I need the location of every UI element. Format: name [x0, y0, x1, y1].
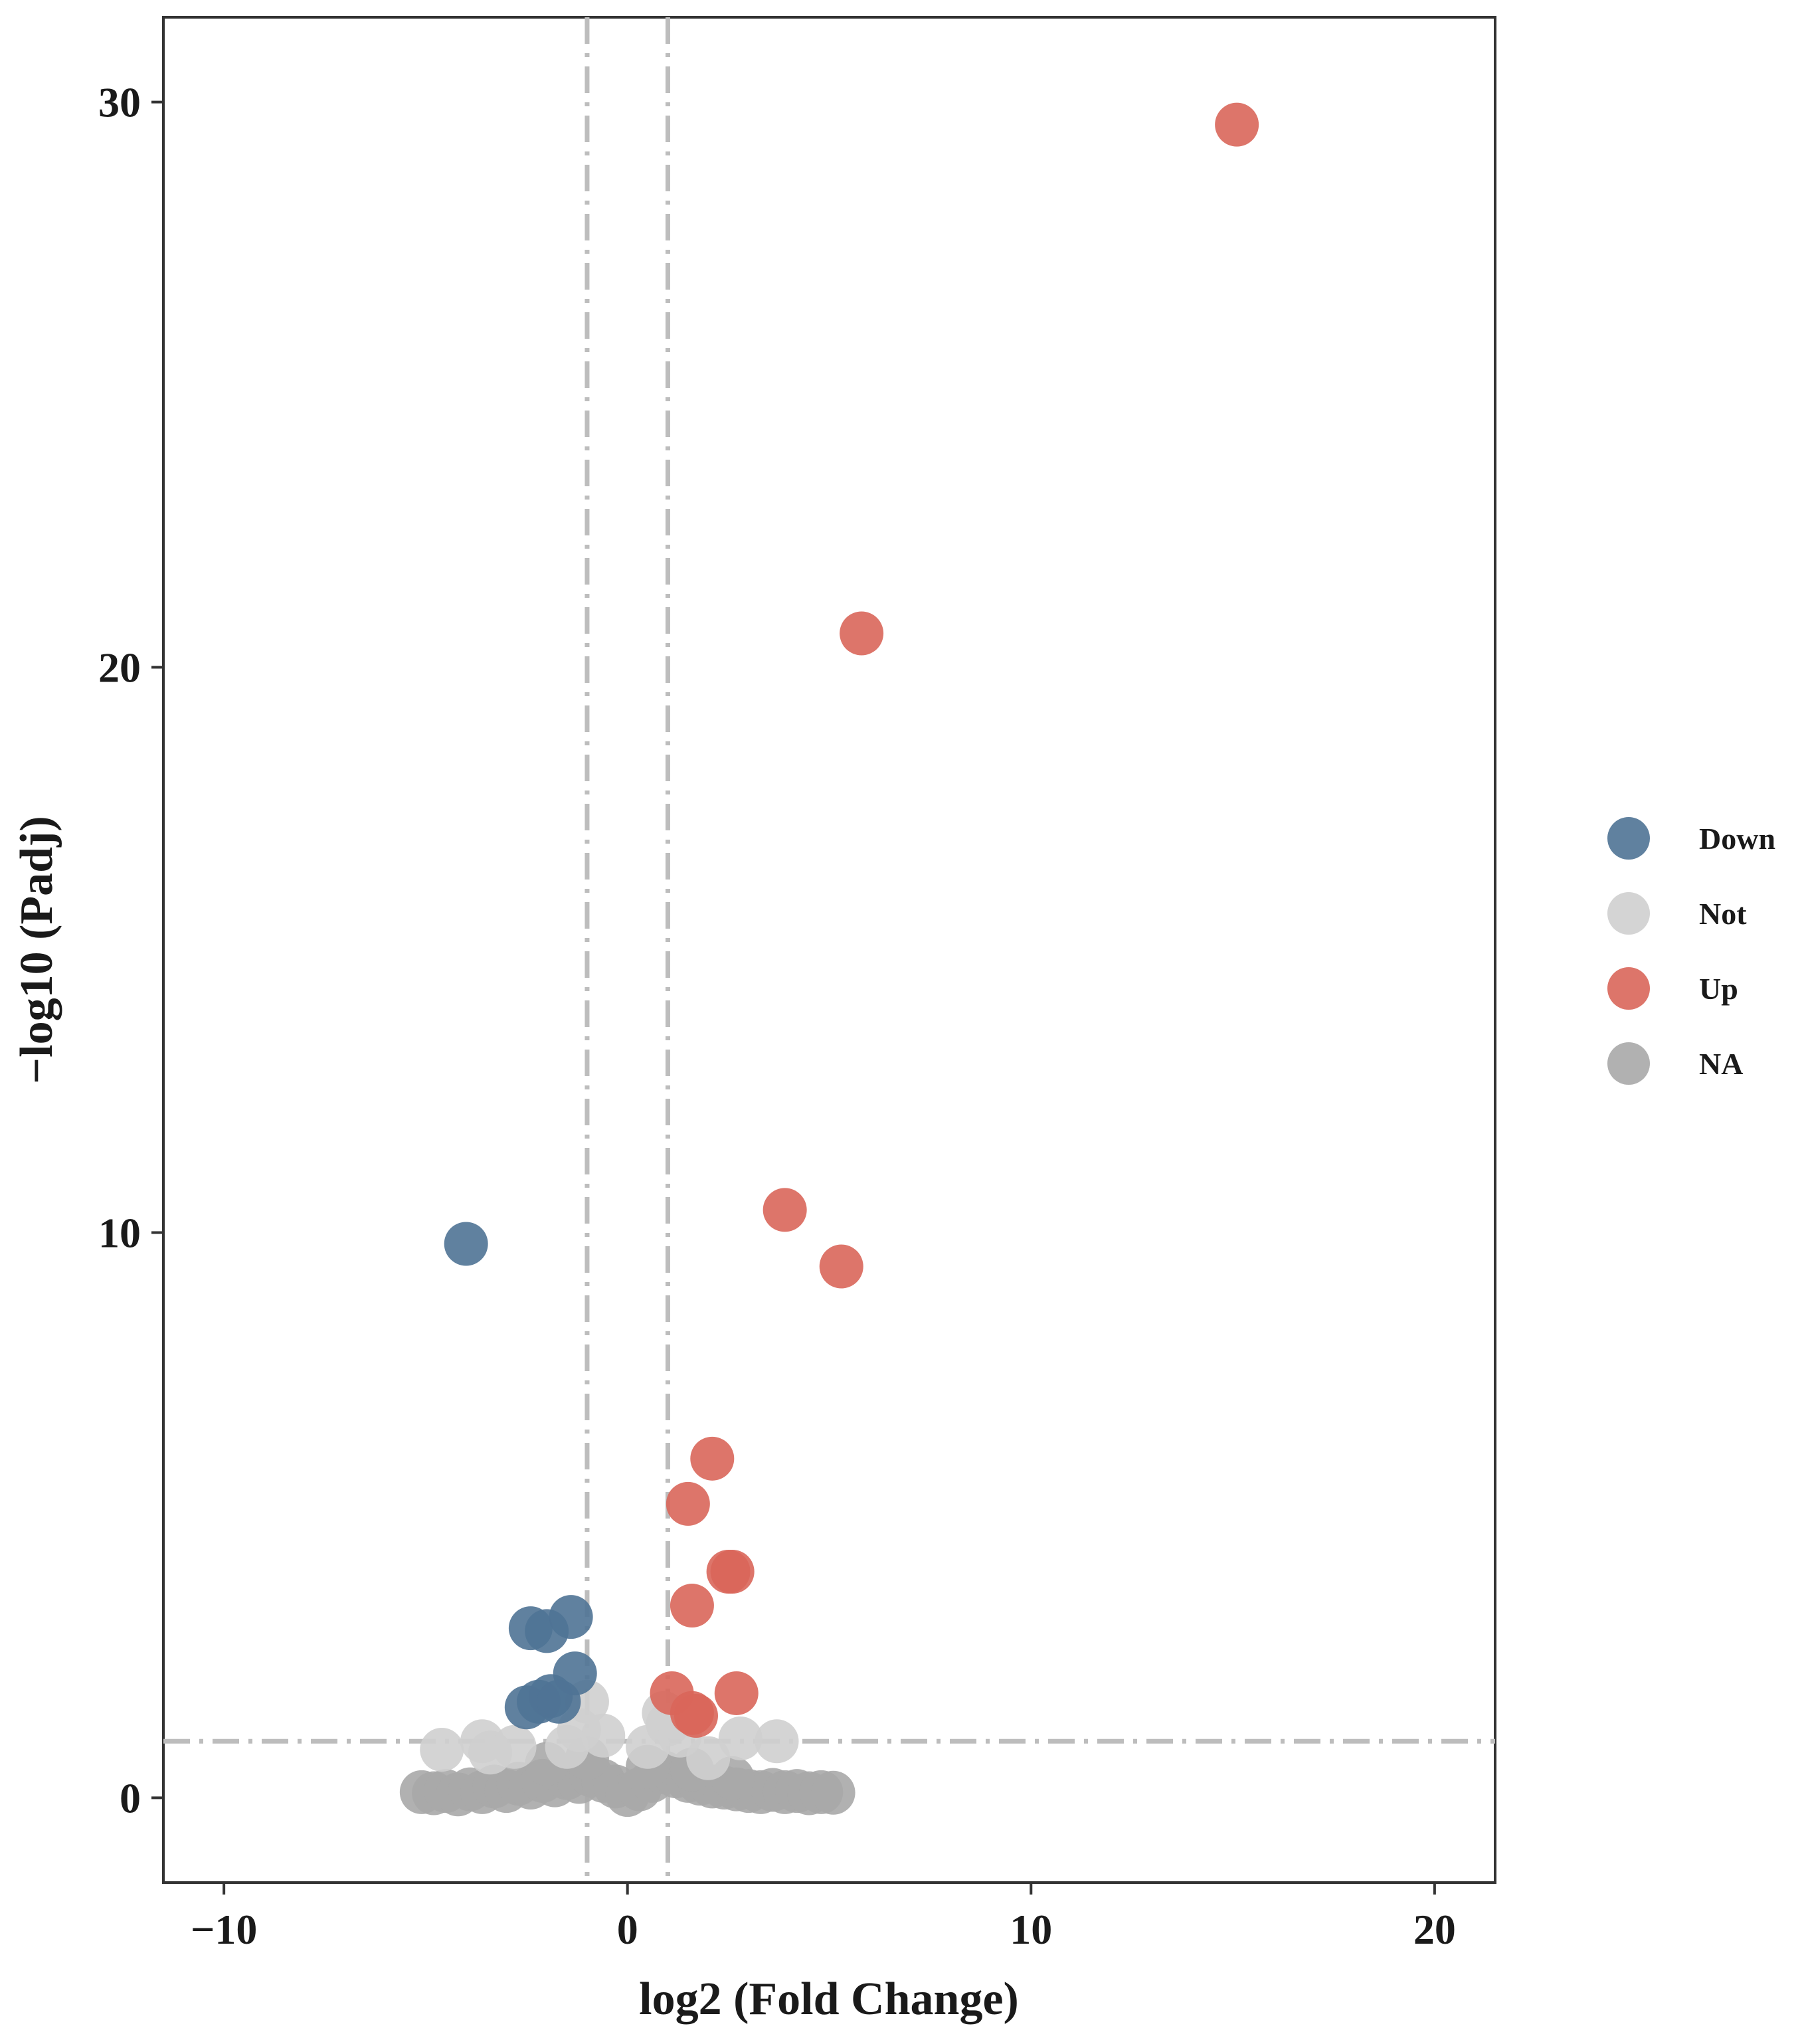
point-not	[420, 1728, 464, 1772]
point-not	[545, 1724, 589, 1769]
x-tick-label: 0	[617, 1906, 638, 1953]
legend-label-na: NA	[1699, 1047, 1743, 1081]
legend-label-up: Up	[1699, 972, 1738, 1006]
x-tick-label: 20	[1413, 1906, 1456, 1953]
point-up	[1215, 102, 1259, 147]
legend-label-down: Down	[1699, 822, 1775, 856]
y-tick-label: 30	[98, 79, 141, 126]
x-axis-title: log2 (Fold Change)	[639, 1974, 1019, 2025]
point-down	[537, 1679, 581, 1724]
point-up	[710, 1550, 755, 1594]
y-tick-label: 20	[98, 644, 141, 692]
point-not	[686, 1736, 731, 1780]
legend-label-not: Not	[1699, 897, 1747, 931]
x-tick-label: −10	[191, 1906, 257, 1953]
point-up	[819, 1244, 863, 1289]
y-tick-label: 10	[98, 1209, 141, 1256]
y-axis: 0 10 20 30	[98, 79, 163, 1821]
point-up	[690, 1436, 735, 1481]
point-not	[581, 1713, 626, 1758]
point-up	[763, 1188, 807, 1232]
x-axis: −10 0 10 20	[191, 1883, 1456, 1953]
point-na	[811, 1770, 855, 1815]
point-not	[755, 1719, 799, 1764]
threshold-lines	[163, 17, 1495, 1883]
point-not	[492, 1724, 537, 1769]
point-down	[444, 1222, 488, 1266]
plot-panel-frame	[162, 16, 1496, 1884]
point-not	[718, 1717, 763, 1761]
point-up	[666, 1481, 710, 1526]
y-axis-title: −log10 (Padj)	[11, 816, 62, 1083]
legend-key-na	[1607, 1042, 1650, 1085]
point-up	[670, 1584, 714, 1628]
y-tick-label: 0	[120, 1774, 141, 1821]
point-up	[714, 1671, 759, 1715]
x-tick-label: 10	[1010, 1906, 1052, 1953]
point-down	[549, 1595, 593, 1639]
legend: Down Not Up NA	[1607, 817, 1775, 1085]
legend-key-down	[1607, 817, 1650, 860]
legend-key-up	[1607, 967, 1650, 1010]
data-points	[399, 102, 1259, 1817]
legend-key-not	[1607, 892, 1650, 935]
point-up	[674, 1693, 718, 1738]
point-up	[840, 611, 884, 656]
